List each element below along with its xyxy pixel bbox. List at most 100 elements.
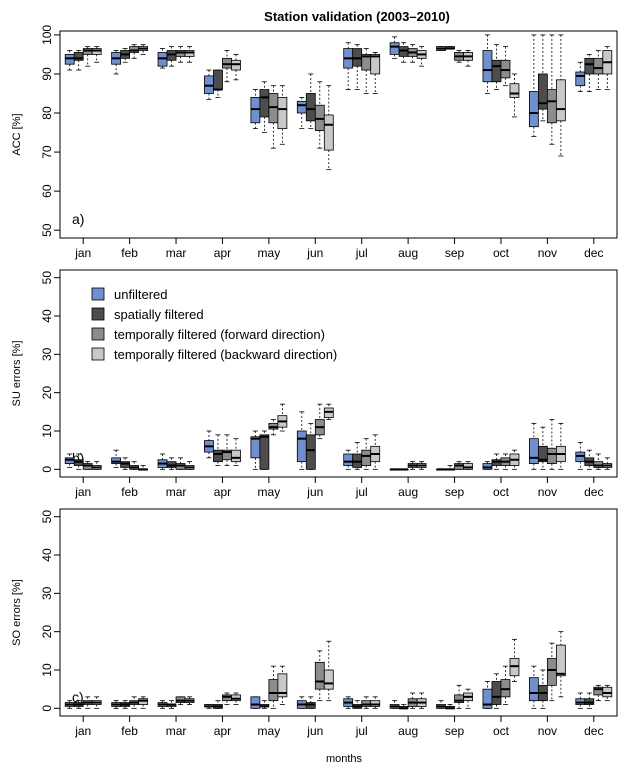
y-tick-label: 40: [40, 548, 54, 562]
box-body: [546, 89, 557, 124]
box-temporally-filtered-forward-direction--jan: [82, 461, 93, 470]
legend-item: spatially filtered: [91, 307, 204, 322]
box-spatially-filtered-dec: [584, 692, 595, 709]
box-unfiltered-oct: [482, 34, 493, 94]
box-body: [73, 52, 84, 61]
legend-swatch: [91, 287, 105, 301]
box-temporally-filtered-forward-direction--jul: [361, 48, 372, 94]
box-temporally-filtered-forward-direction--feb: [129, 44, 140, 59]
x-tick-label: may: [258, 246, 281, 260]
x-tick-label: oct: [493, 485, 510, 499]
box-unfiltered-jan: [64, 700, 75, 709]
box-body: [323, 669, 334, 690]
panel-tag: a): [72, 211, 84, 227]
box-body: [491, 681, 502, 705]
legend-swatch: [91, 327, 105, 341]
box-body: [314, 661, 325, 690]
box-spatially-filtered-aug: [398, 42, 409, 63]
box-temporally-filtered-forward-direction--feb: [129, 696, 140, 709]
x-tick-label: jun: [306, 246, 323, 260]
legend-label: temporally filtered (forward direction): [114, 327, 325, 342]
box-spatially-filtered-feb: [120, 700, 131, 709]
x-tick-label: dec: [584, 485, 603, 499]
box-unfiltered-may: [250, 430, 261, 470]
box-body: [305, 434, 316, 470]
x-tick-label: may: [258, 724, 281, 738]
box-unfiltered-apr: [204, 69, 214, 100]
box-body: [323, 114, 334, 151]
box-temporally-filtered-forward-direction--nov: [546, 419, 557, 470]
figure-title: Station validation (2003–2010): [264, 9, 450, 24]
box-unfiltered-jan: [64, 50, 75, 71]
box-spatially-filtered-mar: [166, 457, 177, 470]
y-tick-label: 30: [40, 347, 54, 361]
box-temporally-filtered-backward-direction--feb: [138, 465, 149, 471]
x-tick-label: feb: [121, 724, 138, 738]
box-temporally-filtered-backward-direction--sep: [463, 461, 473, 470]
box-unfiltered-nov: [528, 665, 539, 709]
box-temporally-filtered-forward-direction--mar: [175, 46, 186, 63]
box-body: [213, 449, 223, 463]
x-tick-label: jun: [306, 724, 323, 738]
box-temporally-filtered-forward-direction--mar: [175, 457, 186, 470]
box-temporally-filtered-backward-direction--jun: [323, 85, 334, 171]
box-unfiltered-aug: [389, 700, 400, 709]
x-tick-label: dec: [584, 246, 603, 260]
box-temporally-filtered-backward-direction--nov: [555, 422, 566, 470]
x-tick-label: feb: [121, 246, 138, 260]
panel-tag: c): [72, 689, 84, 705]
box-temporally-filtered-backward-direction--jul: [370, 696, 381, 709]
box-body: [389, 42, 400, 55]
box-body: [231, 449, 241, 463]
box-body: [250, 436, 261, 459]
box-temporally-filtered-forward-direction--apr: [222, 50, 232, 83]
box-body: [277, 673, 288, 698]
box-body: [268, 679, 279, 702]
box-spatially-filtered-sep: [445, 704, 455, 710]
legend-swatch: [91, 347, 105, 361]
box-unfiltered-dec: [575, 61, 586, 92]
box-spatially-filtered-nov: [537, 426, 548, 470]
box-temporally-filtered-backward-direction--mar: [184, 696, 195, 705]
box-unfiltered-sep: [436, 468, 446, 471]
box-spatially-filtered-apr: [213, 434, 223, 466]
x-tick-label: may: [258, 485, 281, 499]
box-temporally-filtered-forward-direction--feb: [129, 461, 140, 470]
legend-swatch: [91, 307, 105, 321]
box-temporally-filtered-backward-direction--jan: [91, 46, 102, 63]
box-unfiltered-feb: [111, 449, 122, 468]
y-tick-label: 70: [40, 145, 54, 159]
box-temporally-filtered-forward-direction--oct: [500, 665, 511, 705]
box-temporally-filtered-backward-direction--dec: [602, 457, 613, 470]
box-temporally-filtered-forward-direction--jan: [82, 46, 93, 67]
box-body: [584, 57, 595, 75]
box-body: [305, 93, 316, 122]
box-spatially-filtered-sep: [445, 465, 455, 471]
box-body: [343, 453, 354, 466]
y-tick-label: 100: [40, 25, 54, 45]
box-unfiltered-jun: [296, 411, 307, 470]
box-spatially-filtered-apr: [213, 69, 223, 98]
box-unfiltered-jul: [343, 449, 354, 470]
box-temporally-filtered-forward-direction--may: [268, 665, 279, 709]
box-temporally-filtered-forward-direction--jul: [361, 696, 372, 709]
box-temporally-filtered-backward-direction--dec: [602, 684, 613, 702]
box-temporally-filtered-backward-direction--oct: [509, 73, 520, 118]
box-unfiltered-mar: [157, 48, 168, 69]
box-temporally-filtered-backward-direction--apr: [231, 54, 241, 81]
box-temporally-filtered-backward-direction--jan: [91, 696, 102, 709]
x-tick-label: feb: [121, 485, 138, 499]
box-temporally-filtered-backward-direction--mar: [184, 46, 195, 63]
y-tick-label: 50: [40, 510, 54, 524]
box-temporally-filtered-backward-direction--aug: [416, 461, 427, 470]
box-unfiltered-mar: [157, 700, 168, 709]
box-body: [575, 71, 586, 87]
box-body: [509, 83, 520, 98]
box-temporally-filtered-backward-direction--apr: [231, 438, 241, 466]
box-temporally-filtered-backward-direction--jul: [370, 52, 381, 94]
x-tick-label: nov: [538, 485, 557, 499]
box-temporally-filtered-forward-direction--aug: [407, 461, 418, 470]
x-tick-label: jun: [306, 485, 323, 499]
y-axis-label: ACC [%]: [11, 113, 23, 155]
y-tick-label: 10: [40, 663, 54, 677]
